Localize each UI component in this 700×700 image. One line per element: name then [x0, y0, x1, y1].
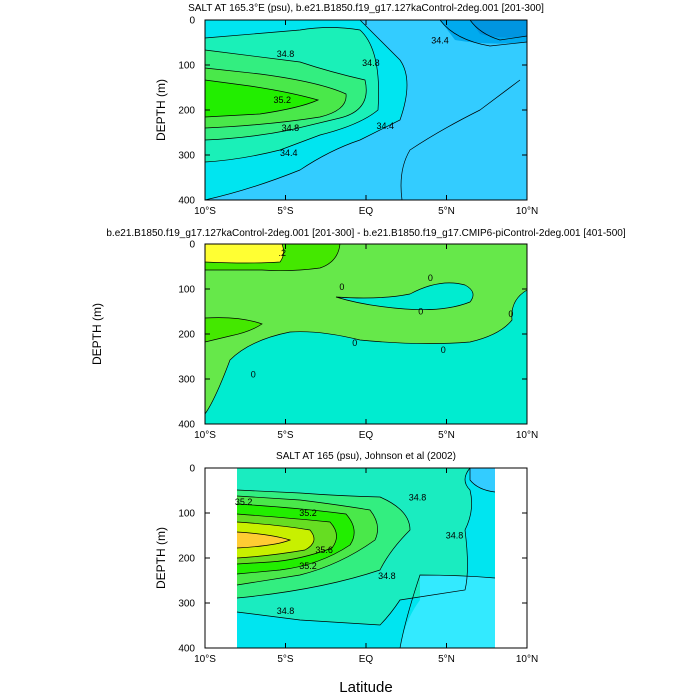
contour-label: 35.2	[299, 561, 317, 571]
x-tick-label: 5°S	[277, 206, 294, 217]
panel-3-y-axis-label: DEPTH (m)	[154, 527, 168, 589]
contour-label: 0	[251, 370, 256, 380]
panel-2-contour-lines	[204, 243, 528, 415]
y-tick-label: 400	[178, 644, 195, 655]
x-tick-label: 10°S	[194, 206, 216, 217]
x-tick-label: 5°N	[438, 206, 455, 217]
y-tick-label: 100	[178, 61, 195, 72]
y-tick-label: 200	[178, 106, 195, 117]
panel-3-y-ticks: 0 100 200 300 400	[178, 464, 195, 655]
y-tick-label: 300	[178, 151, 195, 162]
panel-1-contour-lines	[204, 19, 528, 201]
x-tick-label: 10°S	[194, 654, 216, 665]
contour-label: 0	[418, 307, 423, 317]
panel-2-y-axis-label: DEPTH (m)	[90, 303, 104, 365]
contour-label: 0	[441, 345, 446, 355]
panel-3-title: SALT AT 165 (psu), Johnson et al (2002)	[276, 451, 456, 462]
x-tick-label: 10°N	[516, 206, 538, 217]
contour-label: 34.8	[409, 492, 427, 502]
contour-label: 35.6	[315, 545, 333, 555]
contour-label: .2	[279, 248, 287, 258]
panel-3-contour-lines	[236, 467, 496, 649]
y-tick-label: 400	[178, 196, 195, 207]
y-tick-label: 100	[178, 285, 195, 296]
panel-3-fill-35.8	[237, 532, 290, 548]
contour-label: 0	[428, 273, 433, 283]
contour-label: 34.4	[280, 148, 298, 158]
panel-1-y-ticks: 0 100 200 300 400	[178, 16, 195, 207]
panel-3: SALT AT 165 (psu), Johnson et al (2002)	[154, 451, 538, 696]
contour-label: 34.8	[378, 571, 396, 581]
panel-3-fill-34.4	[400, 575, 495, 648]
contour-label: 34.8	[277, 49, 295, 59]
panel-3-contour-labels: 35.2 35.2 34.8 35.6 35.2 34.8 34.8 34.8	[235, 492, 463, 616]
panel-2-contour-labels: .2 0 0 0 0 0 0 0	[251, 248, 514, 380]
panel-3-plot-area: 35.2 35.2 34.8 35.6 35.2 34.8 34.8 34.8	[204, 467, 528, 649]
panel-1-contour-labels: 34.8 35.2 34.8 34.8 34.4 34.4 34.4	[274, 35, 449, 158]
contour-label: 34.4	[431, 35, 449, 45]
y-tick-label: 400	[178, 420, 195, 431]
panel-1-x-ticks: 10°S 5°S EQ 5°N 10°N	[194, 206, 538, 217]
contour-label: 0	[352, 338, 357, 348]
panel-1-fill-35.2	[205, 80, 318, 117]
panel-3-fill-34.2	[470, 468, 495, 492]
x-tick-label: 5°N	[438, 430, 455, 441]
contour-label: 35.2	[235, 497, 253, 507]
contour-label: 0	[339, 282, 344, 292]
x-tick-label: EQ	[359, 430, 374, 441]
y-tick-label: 300	[178, 375, 195, 386]
y-tick-label: 0	[189, 240, 195, 251]
contour-label: 35.2	[299, 508, 317, 518]
panel-1: SALT AT 165.3°E (psu), b.e21.B1850.f19_g…	[154, 3, 544, 217]
x-tick-label: 5°S	[277, 430, 294, 441]
x-tick-label: 10°S	[194, 430, 216, 441]
x-tick-label: 10°N	[516, 430, 538, 441]
panel-2-fill-above-0.2	[205, 244, 284, 263]
contour-label: 34.8	[362, 58, 380, 68]
y-tick-label: 200	[178, 330, 195, 341]
y-tick-label: 0	[189, 464, 195, 475]
contour-label: 34.8	[277, 606, 295, 616]
x-tick-label: EQ	[359, 206, 374, 217]
contour-label: 34.8	[282, 123, 300, 133]
panel-1-y-axis-label: DEPTH (m)	[154, 79, 168, 141]
y-tick-label: 0	[189, 16, 195, 27]
y-tick-label: 200	[178, 554, 195, 565]
contour-label: 35.2	[274, 95, 292, 105]
y-tick-label: 300	[178, 599, 195, 610]
y-tick-label: 100	[178, 509, 195, 520]
panel-1-title: SALT AT 165.3°E (psu), b.e21.B1850.f19_g…	[188, 3, 544, 14]
panel-2-x-ticks: 10°S 5°S EQ 5°N 10°N	[194, 430, 538, 441]
panel-3-x-ticks: 10°S 5°S EQ 5°N 10°N	[194, 654, 538, 665]
panel-2-title: b.e21.B1850.f19_g17.127kaControl-2deg.00…	[106, 228, 625, 239]
panel-2: b.e21.B1850.f19_g17.127kaControl-2deg.00…	[90, 228, 626, 441]
panel-2-y-ticks: 0 100 200 300 400	[178, 240, 195, 431]
panel-2-fill-negative-patch	[336, 282, 474, 310]
x-tick-label: 10°N	[516, 654, 538, 665]
panel-2-fill-0.1-left-lobe	[205, 317, 262, 342]
contour-label: 0	[508, 309, 513, 319]
contour-label: 34.8	[446, 531, 464, 541]
x-tick-label: 5°S	[277, 654, 294, 665]
x-axis-label: Latitude	[339, 679, 392, 696]
x-tick-label: EQ	[359, 654, 374, 665]
x-tick-label: 5°N	[438, 654, 455, 665]
panel-1-plot-area: 34.8 35.2 34.8 34.8 34.4 34.4 34.4	[204, 19, 528, 201]
panel-2-plot-area: .2 0 0 0 0 0 0 0	[204, 243, 528, 425]
contour-label: 34.4	[377, 121, 395, 131]
